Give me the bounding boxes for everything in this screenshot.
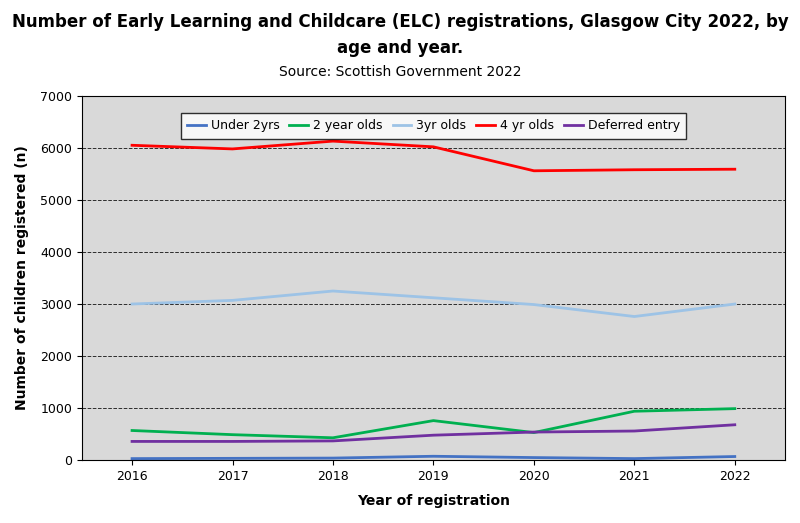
2 year olds: [529, 429, 538, 436]
3yr olds: [429, 294, 438, 301]
Under 2yrs: [730, 453, 739, 460]
Deferred entry: [127, 438, 137, 445]
4 yr olds: [630, 167, 639, 173]
3yr olds: [630, 313, 639, 320]
Line: Deferred entry: Deferred entry: [132, 425, 734, 441]
2 year olds: [630, 408, 639, 414]
2 year olds: [328, 435, 338, 441]
Deferred entry: [228, 438, 238, 445]
Line: 4 yr olds: 4 yr olds: [132, 141, 734, 171]
Y-axis label: Number of children registered (n): Number of children registered (n): [15, 145, 29, 411]
Text: Source: Scottish Government 2022: Source: Scottish Government 2022: [278, 65, 522, 79]
Under 2yrs: [529, 454, 538, 461]
Under 2yrs: [429, 453, 438, 459]
Deferred entry: [730, 422, 739, 428]
Line: 3yr olds: 3yr olds: [132, 291, 734, 316]
Under 2yrs: [127, 456, 137, 462]
Deferred entry: [429, 432, 438, 438]
2 year olds: [127, 427, 137, 434]
Under 2yrs: [228, 455, 238, 461]
2 year olds: [228, 431, 238, 438]
Text: Number of Early Learning and Childcare (ELC) registrations, Glasgow City 2022, b: Number of Early Learning and Childcare (…: [12, 13, 788, 31]
4 yr olds: [127, 142, 137, 149]
Under 2yrs: [630, 456, 639, 462]
Text: age and year.: age and year.: [337, 39, 463, 57]
Under 2yrs: [328, 455, 338, 461]
3yr olds: [529, 301, 538, 308]
Deferred entry: [328, 438, 338, 444]
3yr olds: [328, 288, 338, 294]
Legend: Under 2yrs, 2 year olds, 3yr olds, 4 yr olds, Deferred entry: Under 2yrs, 2 year olds, 3yr olds, 4 yr …: [181, 113, 686, 139]
Deferred entry: [630, 428, 639, 434]
3yr olds: [127, 301, 137, 307]
4 yr olds: [529, 168, 538, 174]
4 yr olds: [429, 144, 438, 150]
4 yr olds: [228, 146, 238, 152]
2 year olds: [730, 405, 739, 412]
Line: Under 2yrs: Under 2yrs: [132, 456, 734, 459]
4 yr olds: [328, 138, 338, 144]
4 yr olds: [730, 166, 739, 173]
2 year olds: [429, 417, 438, 424]
Line: 2 year olds: 2 year olds: [132, 408, 734, 438]
3yr olds: [228, 297, 238, 303]
Deferred entry: [529, 429, 538, 435]
3yr olds: [730, 301, 739, 307]
X-axis label: Year of registration: Year of registration: [357, 494, 510, 508]
